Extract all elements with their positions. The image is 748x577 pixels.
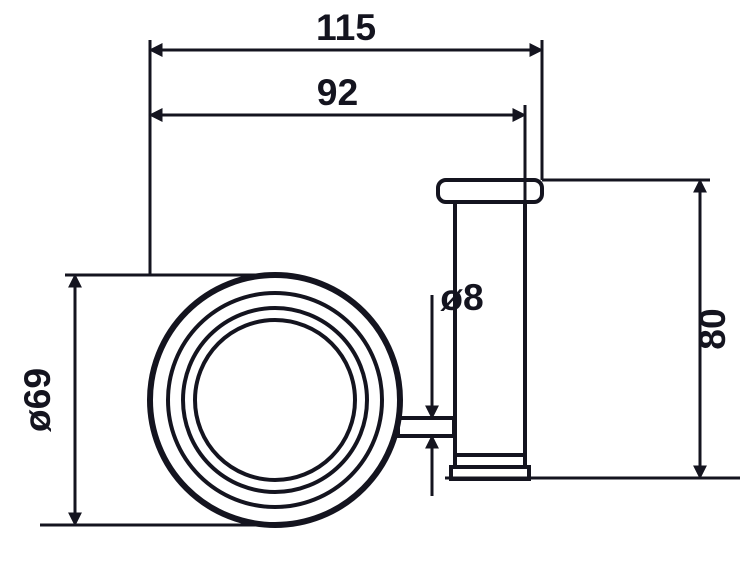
dim-8-label: ø8 [440,276,483,318]
ring-inner [195,320,355,480]
dim-115-label: 115 [316,6,376,48]
connector-bar [398,418,454,436]
dim-69-label: ø69 [16,368,58,432]
cylinder-shaft [455,202,525,455]
dim-92-label: 92 [317,71,358,113]
dim-80-label: 80 [691,308,733,349]
